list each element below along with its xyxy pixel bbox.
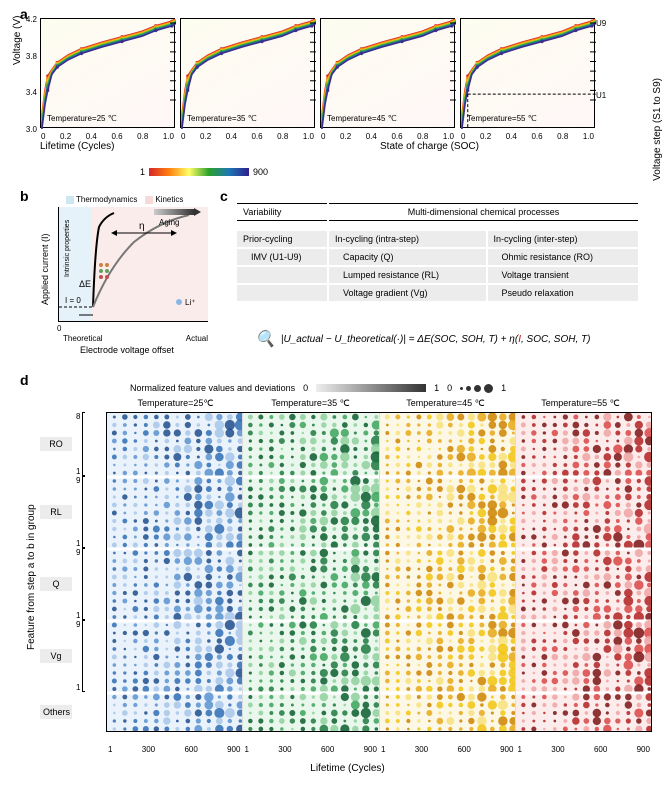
- a-subplot-2: Temperature=45 ℃00.20.40.60.81.0: [320, 18, 455, 128]
- d-col-2: [379, 413, 515, 731]
- aging-label: Aging: [159, 218, 179, 227]
- li-label: Li⁺: [185, 298, 195, 307]
- d-group-labels: RO81RL91Q91Vg91Others: [40, 412, 102, 732]
- d-ylabel: Feature from step a to b in group: [26, 504, 37, 650]
- label-c: c: [220, 188, 228, 204]
- d-legend: Normalized feature values and deviations…: [130, 380, 610, 396]
- thermo-swatch: [66, 196, 74, 204]
- c-row-1: IMV (U1-U9) Capacity (Q) Ohmic resistanc…: [237, 249, 638, 265]
- panel-a: Voltage (V) Voltage step (S1 to S9) Temp…: [40, 10, 650, 150]
- magnifier-icon: 🔍: [255, 329, 275, 349]
- c-row-3: Voltage gradient (Vg) Pseudo relaxation: [237, 285, 638, 301]
- deltaE-label: ΔE: [79, 279, 91, 289]
- panel-b: Thermodynamics Kinetics Applied current …: [40, 195, 215, 355]
- intrinsic-label: Intrinsic properties: [64, 219, 71, 277]
- panelB-xlabel: Electrode voltage offset: [80, 345, 174, 355]
- legend-thermo: Thermodynamics: [76, 195, 137, 204]
- c-head-var: Variability: [237, 203, 327, 221]
- panelB-plot: I = 0 Intrinsic properties Aging ΔE η: [58, 207, 208, 322]
- panel-c: Variability Multi-dimensional chemical p…: [235, 195, 645, 355]
- c-head-proc: Multi-dimensional chemical processes: [329, 203, 638, 221]
- kin-swatch: [145, 196, 153, 204]
- c-row-2: Lumped resistance (RL) Voltage transient: [237, 267, 638, 283]
- panel-d: Normalized feature values and deviations…: [40, 380, 655, 780]
- a-subplot-0: Temperature=25 ℃00.20.40.60.81.03.03.43.…: [40, 18, 175, 128]
- d-col-1: [242, 413, 378, 731]
- c-subhead-row: Prior-cycling In-cycling (intra-step) In…: [237, 231, 638, 247]
- d-temp-headers: Temperature=25℃ Temperature=35 ℃ Tempera…: [108, 398, 648, 409]
- c-equation: 🔍 |U_actual − U_theoretical(·)| = ΔE(SOC…: [255, 329, 590, 349]
- panelB-ylabel: Applied current (I): [40, 233, 50, 305]
- d-col-3: [515, 413, 651, 731]
- a-subplot-1: Temperature=35 ℃00.20.40.60.81.0: [180, 18, 315, 128]
- eta-label: η: [139, 221, 145, 232]
- gradient-bar: [316, 384, 426, 392]
- panelA-right-label: Voltage step (S1 to S9): [652, 78, 663, 181]
- d-xticks: 1300600900130060090013006009001300600900: [106, 745, 652, 754]
- size-legend: [460, 384, 493, 393]
- d-plot-box: [106, 412, 652, 732]
- a-subplot-3: Temperature=55 ℃00.20.40.60.81.0U9U1: [460, 18, 595, 128]
- i-zero-label: I = 0: [65, 296, 81, 305]
- label-d: d: [20, 372, 29, 388]
- b-xtick-act: Actual: [186, 334, 208, 343]
- d-xlabel: Lifetime (Cycles): [310, 763, 384, 774]
- label-b: b: [20, 188, 29, 204]
- legend-kin: Kinetics: [155, 195, 183, 204]
- c-table: Variability Multi-dimensional chemical p…: [235, 201, 640, 303]
- b-xtick-theo: Theoretical: [63, 334, 103, 343]
- d-col-0: [107, 413, 242, 731]
